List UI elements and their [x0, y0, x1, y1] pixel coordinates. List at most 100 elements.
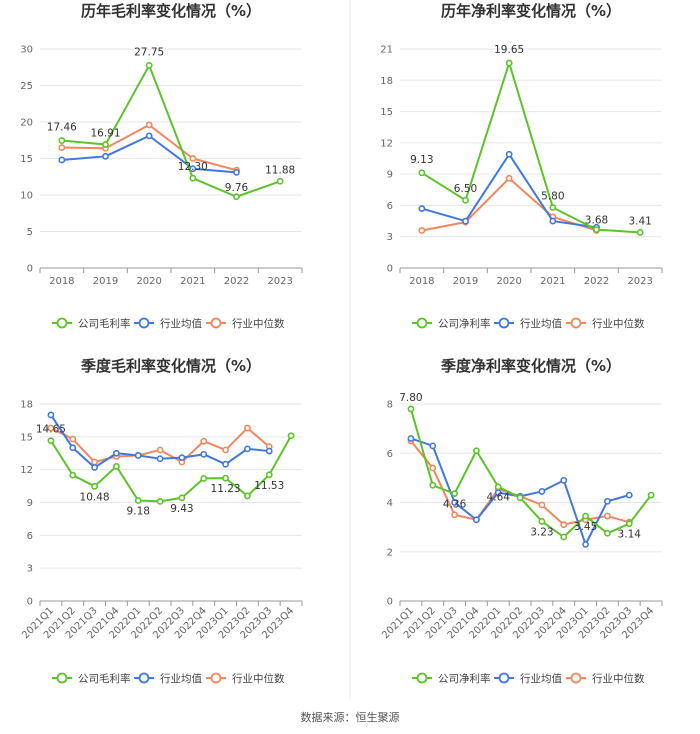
legend-label: 行业均值: [160, 672, 202, 685]
data-point-company: [407, 405, 415, 413]
data-point-company: [451, 490, 458, 498]
data-point-company: [636, 229, 644, 236]
legend-label: 行业中位数: [592, 672, 645, 685]
x-tick-label: 2021: [540, 276, 565, 287]
data-label: 17.46: [47, 122, 77, 134]
y-tick-label: 0: [387, 597, 393, 608]
legend-label: 公司毛利率: [78, 672, 131, 685]
y-tick-label: 25: [20, 81, 33, 92]
legend-marker: [416, 672, 428, 684]
legend-label: 行业中位数: [592, 317, 645, 330]
data-point-avg: [407, 435, 415, 442]
data-label: 6.50: [454, 183, 477, 195]
data-point-avg: [102, 152, 109, 160]
legend-marker: [570, 672, 582, 684]
data-label: 3.45: [574, 521, 597, 533]
data-point-avg: [145, 132, 153, 140]
data-point-avg: [560, 476, 568, 484]
data-point-avg: [233, 168, 240, 176]
data-point-avg: [91, 464, 98, 471]
legend-label: 行业均值: [520, 672, 562, 685]
data-point-company: [473, 447, 480, 455]
y-tick-label: 6: [387, 201, 393, 212]
data-label: 9.43: [170, 503, 193, 515]
data-point-avg: [200, 450, 208, 458]
legend-item: 行业中位数: [566, 672, 645, 685]
data-point-company: [560, 533, 568, 541]
data-point-median: [200, 437, 208, 445]
legend-label: 公司净利率: [438, 317, 491, 330]
data-point-company: [516, 494, 524, 501]
y-tick-label: 5: [27, 227, 33, 238]
data-point-company: [69, 471, 77, 479]
data-source: 数据来源：恒生聚源: [301, 710, 400, 724]
data-point-company: [102, 141, 109, 148]
data-point-company: [582, 512, 589, 520]
data-point-company: [134, 497, 142, 504]
x-tick-label: 2021: [180, 276, 205, 287]
data-point-avg: [244, 445, 251, 453]
data-point-company: [145, 62, 153, 69]
data-point-median: [505, 174, 513, 182]
data-label: 11.53: [254, 480, 284, 492]
legend-item: 公司净利率: [412, 317, 491, 330]
x-tick-label: 2022: [584, 276, 609, 287]
chart-title: 季度净利率变化情况（%）: [441, 357, 621, 375]
series-line-median: [61, 123, 237, 172]
data-point-company: [549, 204, 557, 211]
x-tick-label: 2023: [267, 276, 292, 287]
data-point-avg: [69, 444, 77, 452]
data-point-median: [91, 458, 98, 466]
data-point-company: [418, 169, 426, 177]
data-point-avg: [582, 540, 589, 548]
legend-marker: [56, 672, 68, 684]
data-point-avg: [604, 497, 611, 505]
data-label: 11.23: [211, 483, 241, 495]
data-label: 3.14: [618, 529, 642, 541]
legend-marker: [56, 317, 68, 329]
y-tick-label: 18: [380, 76, 393, 87]
legend-item: 行业中位数: [206, 317, 285, 330]
data-point-avg: [429, 442, 437, 450]
legend-item: 行业均值: [494, 317, 562, 330]
y-tick-label: 6: [27, 531, 33, 542]
data-point-company: [189, 174, 197, 182]
data-point-median: [58, 144, 66, 151]
y-tick-label: 30: [20, 45, 33, 56]
data-point-company: [156, 498, 164, 505]
data-point-company: [265, 471, 273, 479]
y-tick-label: 6: [387, 449, 393, 460]
legend-marker: [210, 672, 222, 684]
x-tick-label: 2023: [627, 276, 652, 287]
y-tick-label: 2: [387, 547, 393, 558]
data-point-company: [505, 59, 513, 67]
x-tick-label: 2019: [93, 276, 118, 287]
legend-item: 公司毛利率: [52, 317, 131, 330]
chart-panel-4: 季度净利率变化情况（%）024682021Q12021Q22021Q32021Q…: [380, 357, 663, 685]
y-tick-label: 3: [387, 232, 393, 243]
y-tick-label: 18: [20, 400, 33, 411]
data-point-avg: [473, 516, 480, 524]
legend-marker: [570, 317, 582, 329]
legend-label: 行业中位数: [232, 672, 285, 685]
data-point-company: [233, 193, 240, 201]
legend-item: 行业均值: [134, 672, 202, 685]
y-tick-label: 15: [380, 107, 393, 118]
data-point-median: [538, 501, 546, 509]
y-tick-label: 0: [27, 264, 33, 275]
y-tick-label: 9: [27, 498, 33, 509]
data-point-avg: [418, 205, 426, 212]
data-point-company: [604, 529, 611, 537]
legend-label: 公司毛利率: [78, 317, 131, 330]
legend-label: 行业均值: [160, 317, 202, 330]
data-point-company: [647, 491, 655, 499]
data-label: 5.80: [541, 191, 564, 203]
data-point-avg: [178, 454, 186, 462]
data-point-company: [462, 196, 469, 204]
y-tick-label: 15: [20, 154, 33, 165]
legend-marker: [416, 317, 428, 329]
data-point-avg: [113, 449, 120, 457]
series-line-company: [61, 64, 281, 198]
data-point-avg: [265, 447, 273, 455]
